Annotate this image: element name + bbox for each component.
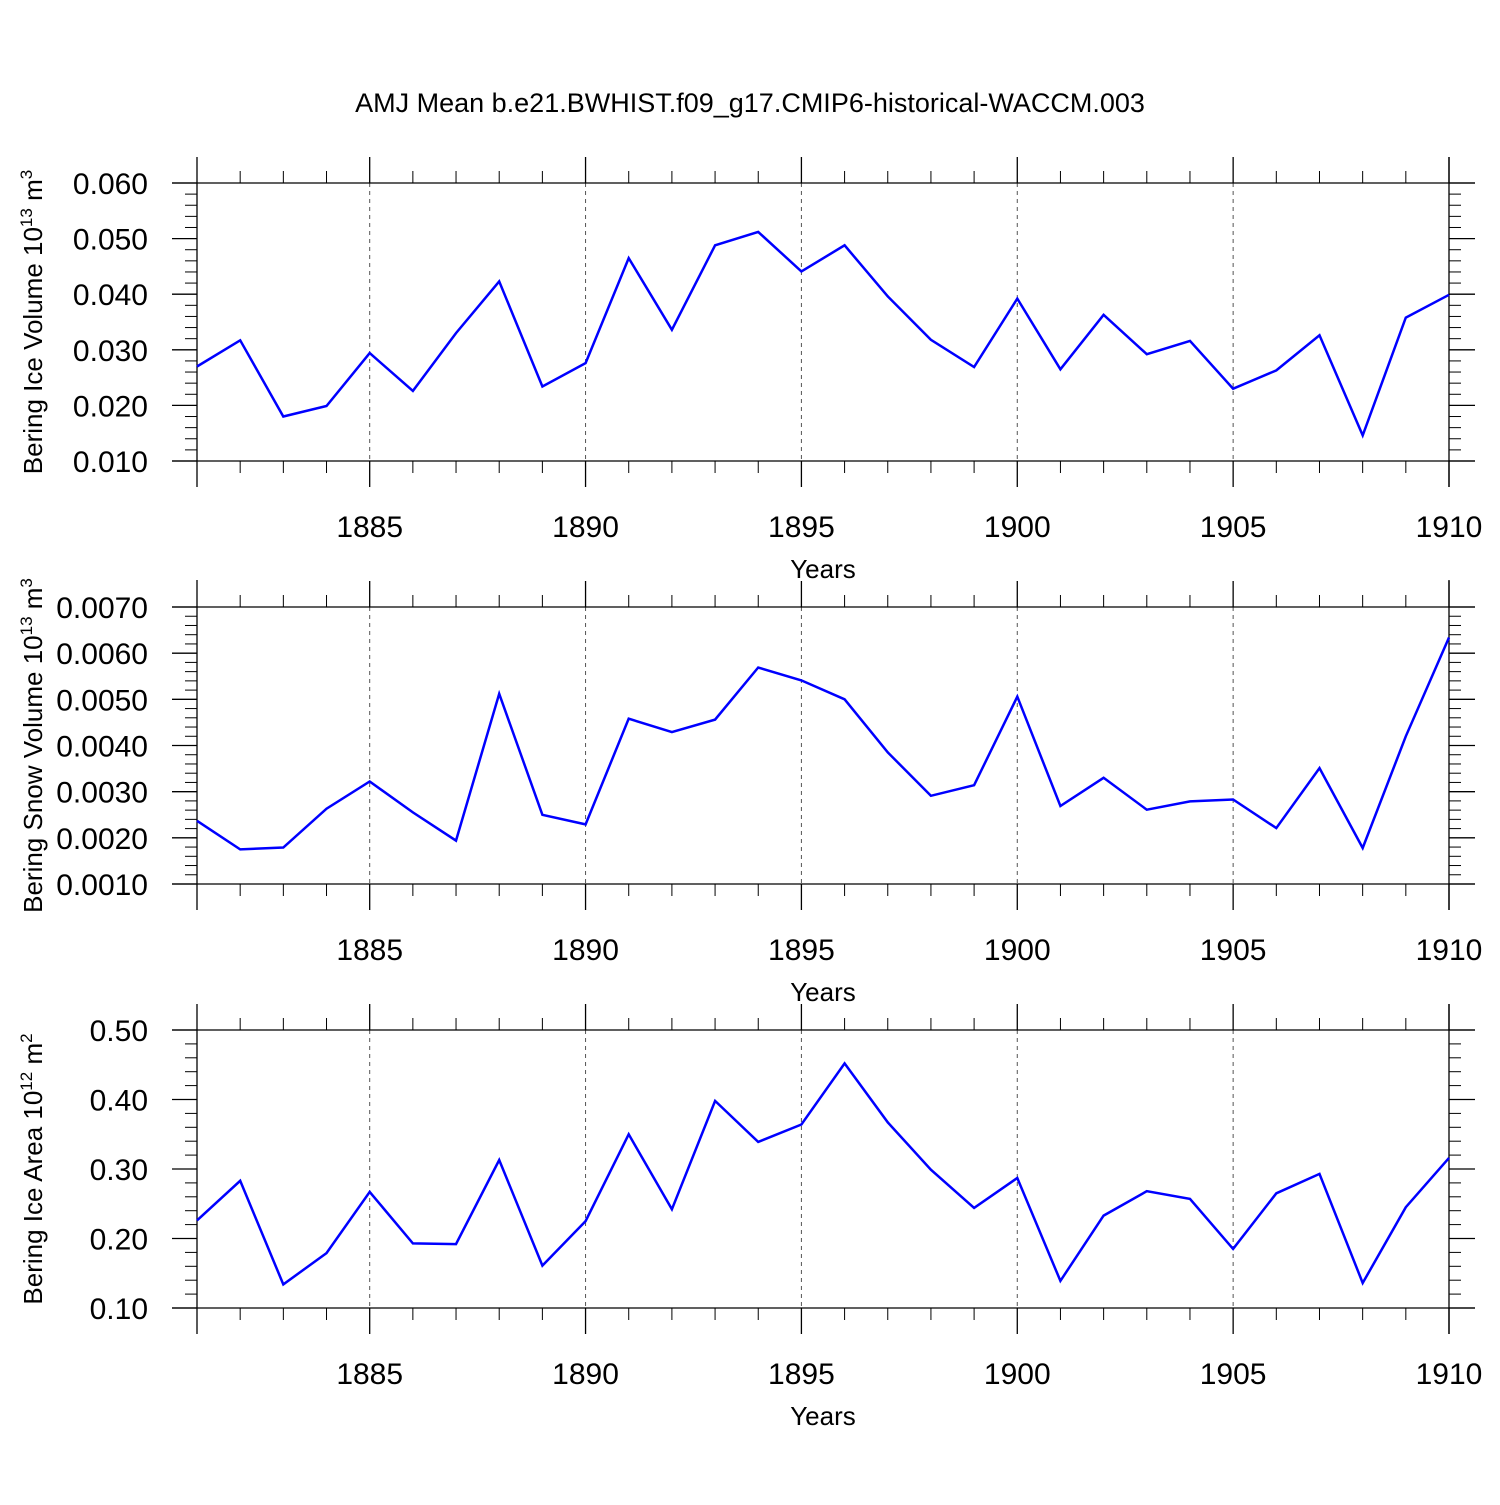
y-tick-label: 0.0070 — [56, 592, 148, 625]
x-tick-label: 1890 — [552, 934, 619, 967]
x-tick-label: 1905 — [1200, 934, 1267, 967]
y-tick-label: 0.020 — [73, 390, 148, 423]
y-tick-label: 0.030 — [73, 335, 148, 368]
y-tick-label: 0.30 — [90, 1154, 148, 1187]
series-line — [196, 230, 1450, 439]
panel-3: 0.10 0.20 0.30 0.40 0.50 1885 1890 1895 1900 1905… — [17, 1004, 1482, 1431]
panel-1: 0.010 0.020 0.030 0.040 0.050 0.060 1885 1890 18… — [17, 157, 1482, 584]
x-tick-label: 1905 — [1200, 511, 1267, 544]
y-tick-label: 0.0060 — [56, 638, 148, 671]
x-axis-label: Years — [790, 1401, 856, 1431]
x-tick-label: 1895 — [768, 511, 835, 544]
x-tick-label: 1910 — [1416, 1358, 1483, 1391]
y-axis-label: Bering Ice Area 1012 m2 — [17, 1033, 48, 1304]
y-tick-label: 0.010 — [73, 446, 148, 479]
y-tick-label: 0.050 — [73, 224, 148, 257]
x-tick-label: 1900 — [984, 934, 1051, 967]
panel-2: 0.0010 0.0020 0.0030 0.0040 0.0050 0.0060 0.00… — [17, 578, 1482, 1007]
x-tick-label: 1910 — [1416, 934, 1483, 967]
x-tick-label: 1895 — [768, 1358, 835, 1391]
x-tick-label: 1890 — [552, 1358, 619, 1391]
y-tick-label: 0.50 — [90, 1015, 148, 1048]
x-tick-label: 1890 — [552, 511, 619, 544]
x-tick-label: 1885 — [336, 511, 403, 544]
y-tick-label: 0.20 — [90, 1224, 148, 1257]
x-axis-label: Years — [790, 554, 856, 584]
x-tick-label: 1885 — [336, 934, 403, 967]
y-tick-label: 0.10 — [90, 1293, 148, 1326]
y-axis-label: Bering Snow Volume 1013 m3 — [17, 578, 48, 913]
x-axis-label: Years — [790, 977, 856, 1007]
y-tick-label: 0.060 — [73, 168, 148, 201]
figure-title: AMJ Mean b.e21.BWHIST.f09_g17.CMIP6-hist… — [355, 88, 1145, 118]
x-tick-label: 1905 — [1200, 1358, 1267, 1391]
x-tick-label: 1895 — [768, 934, 835, 967]
y-tick-label: 0.0010 — [56, 869, 148, 902]
x-tick-label: 1885 — [336, 1358, 403, 1391]
series-line — [196, 1061, 1450, 1287]
x-tick-label: 1900 — [984, 1358, 1051, 1391]
series-line — [196, 636, 1451, 851]
y-tick-label: 0.40 — [90, 1085, 148, 1118]
y-tick-label: 0.0030 — [56, 777, 148, 810]
y-tick-label: 0.0020 — [56, 823, 148, 856]
y-tick-label: 0.040 — [73, 279, 148, 312]
y-tick-label: 0.0050 — [56, 684, 148, 717]
y-axis-label: Bering Ice Volume 1013 m3 — [17, 170, 48, 474]
x-tick-label: 1900 — [984, 511, 1051, 544]
x-tick-label: 1910 — [1416, 511, 1483, 544]
y-tick-label: 0.0040 — [56, 731, 148, 764]
